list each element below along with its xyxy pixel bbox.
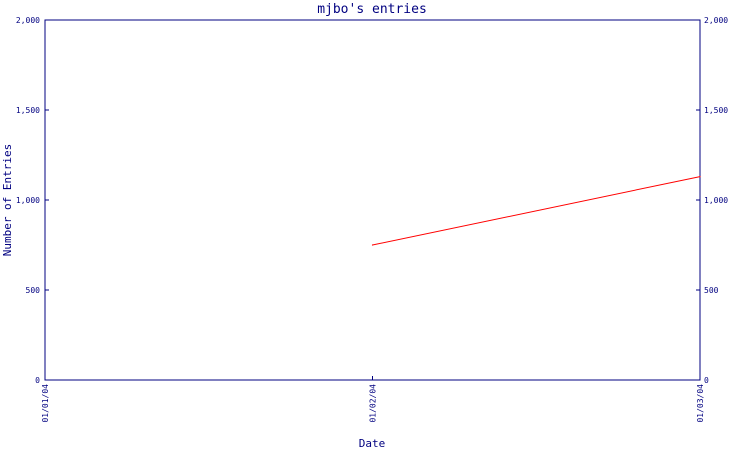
data-point [699,176,701,178]
y-tick-label-right: 1,000 [704,196,728,205]
x-tick-label: 01/02/04 [369,384,378,423]
y-axis-label: Number of Entries [1,144,14,257]
data-point [371,244,374,246]
plot-area [44,19,701,381]
x-tick-label: 01/03/04 [696,384,705,423]
x-axis-label: Date [359,437,386,450]
y-tick-label-right: 0 [704,376,709,385]
x-tick-label: 01/01/04 [41,384,50,423]
y-tick-label-left: 500 [26,286,41,295]
y-tick-label-right: 1,500 [704,106,728,115]
chart-title: mjbo's entries [317,2,427,17]
series-line [372,176,701,246]
y-tick-label-left: 0 [35,376,40,385]
y-tick-label-left: 1,000 [16,196,40,205]
y-tick-label-right: 2,000 [704,16,728,25]
y-tick-label-left: 1,500 [16,106,40,115]
y-tick-label-right: 500 [704,286,719,295]
y-tick-label-left: 2,000 [16,16,40,25]
